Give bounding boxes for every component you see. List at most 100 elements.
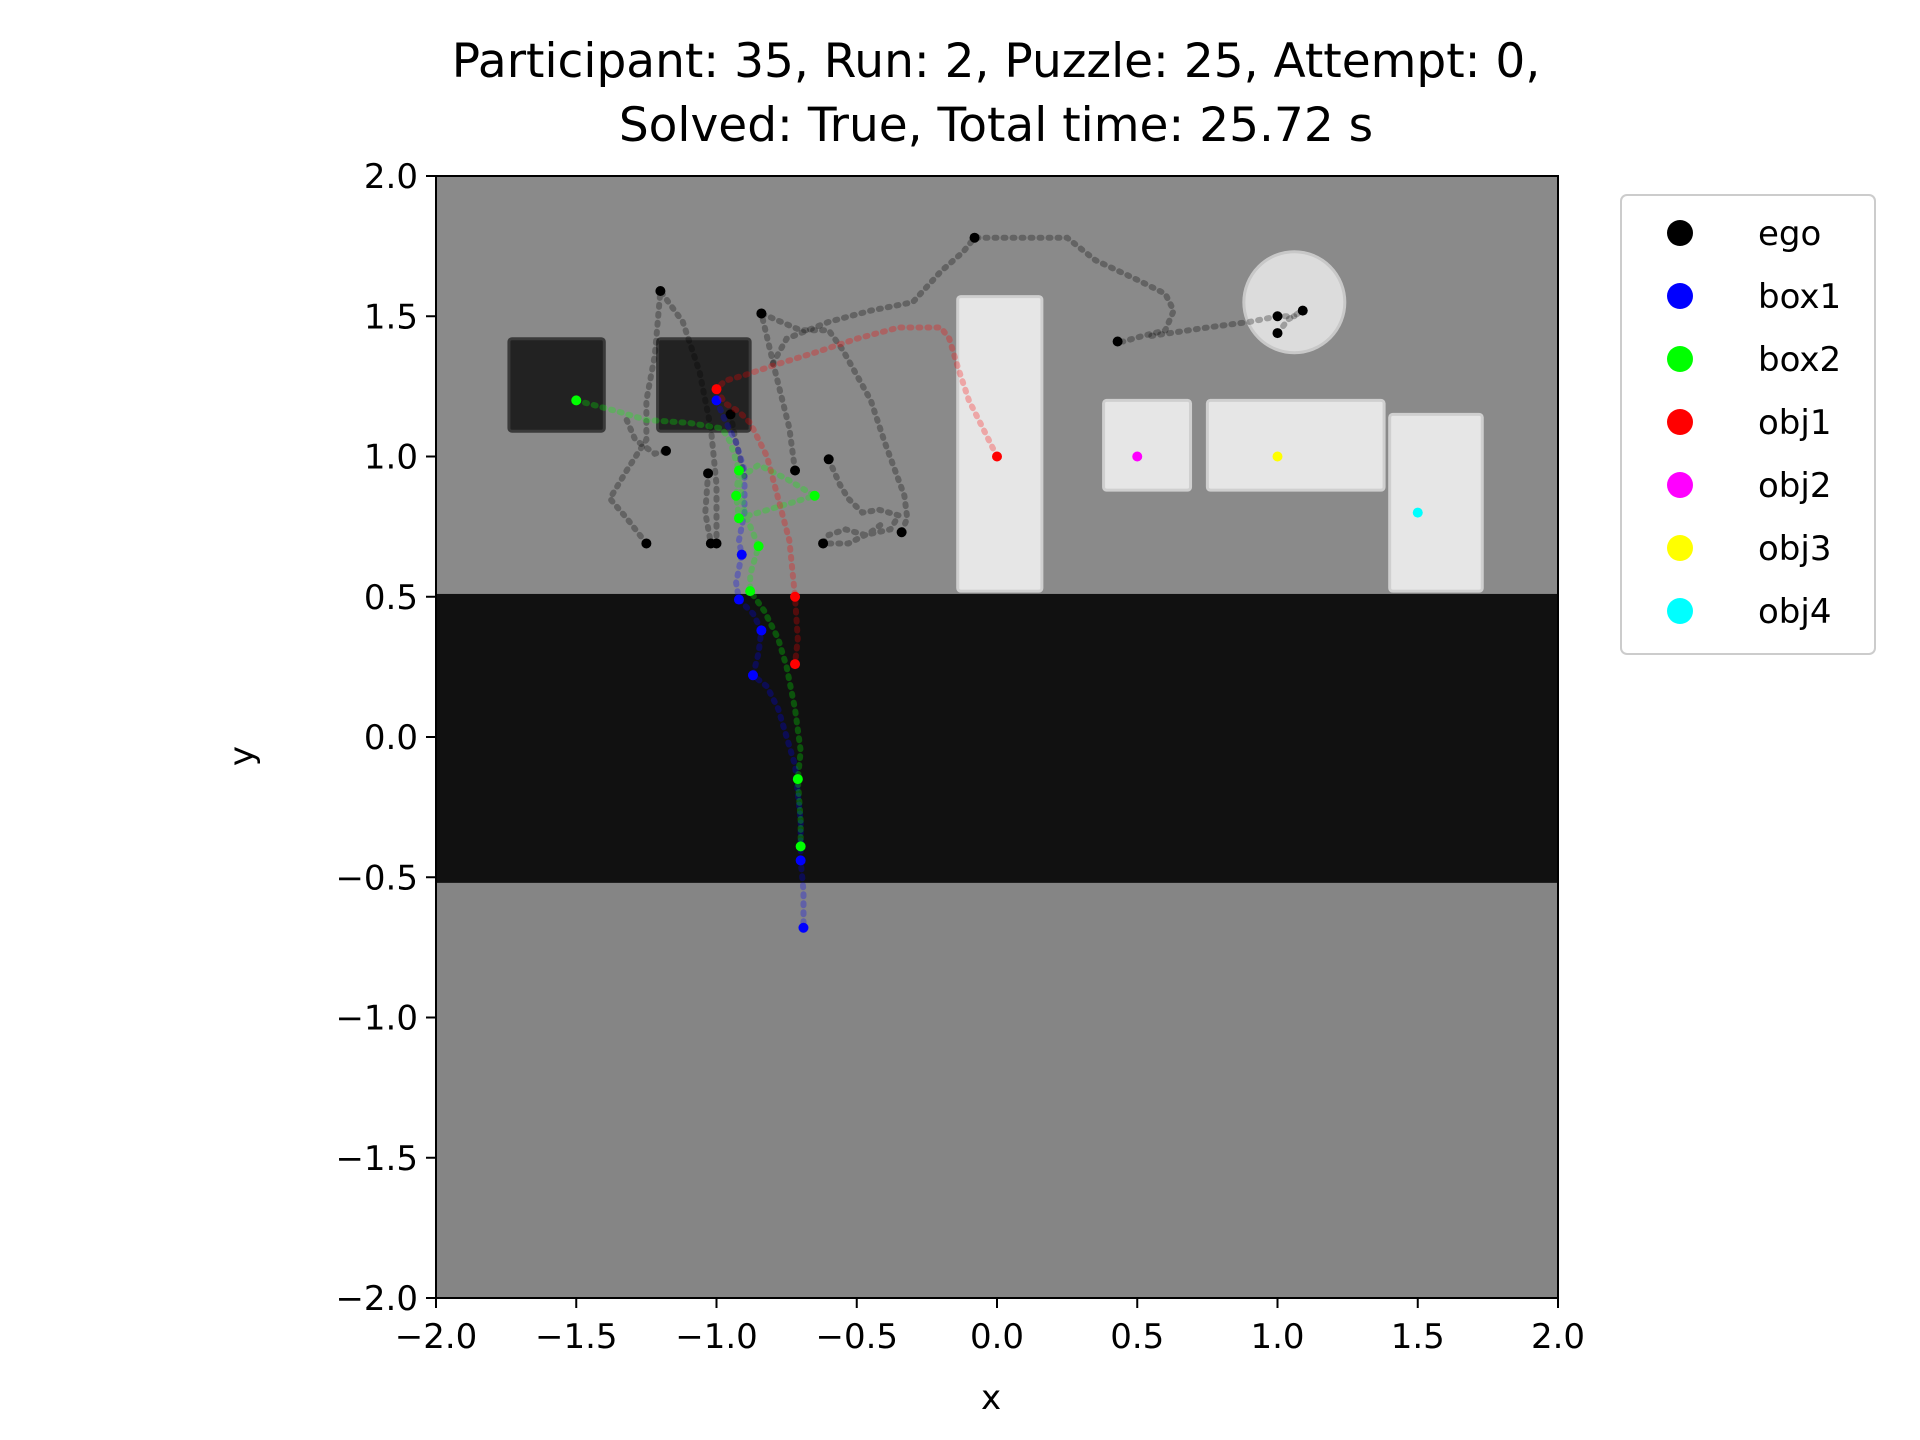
legend-marker-obj4 bbox=[1667, 598, 1693, 624]
y-tick-label: 2.0 bbox=[364, 157, 418, 197]
series-obj2 bbox=[1132, 451, 1143, 462]
x-tick-label: −1.5 bbox=[535, 1317, 618, 1357]
ego-point bbox=[703, 468, 714, 479]
box2-point bbox=[792, 774, 803, 785]
dark-block-2 bbox=[656, 337, 752, 433]
x-tick-label: 1.0 bbox=[1250, 1317, 1304, 1357]
box2-point bbox=[753, 541, 764, 552]
y-tick-label: −2.0 bbox=[335, 1279, 418, 1319]
series-obj3 bbox=[1272, 451, 1283, 462]
legend-label-obj3: obj3 bbox=[1758, 529, 1831, 569]
axis-ticks: −2.0 −1.5 −1.0 −0.5 0.0 0.5 1.0 1.5 2.0 2.0 1.5 1.0… bbox=[335, 157, 1585, 1357]
light-block-2 bbox=[1102, 398, 1193, 492]
dark-block-1 bbox=[507, 337, 606, 433]
box2-trajectory bbox=[573, 397, 823, 850]
legend-label-box1: box1 bbox=[1758, 277, 1841, 317]
legend-marker-box2 bbox=[1667, 346, 1693, 372]
ego-point bbox=[790, 465, 801, 476]
legend-label-obj2: obj2 bbox=[1758, 466, 1831, 506]
light-block-1 bbox=[956, 295, 1044, 593]
ego-trajectory bbox=[727, 411, 748, 480]
scene-background bbox=[436, 176, 1558, 1298]
x-tick-label: −1.0 bbox=[675, 1317, 758, 1357]
y-tick-label: −0.5 bbox=[335, 858, 418, 898]
series-box1 bbox=[711, 395, 809, 933]
ego-trajectory bbox=[623, 417, 669, 457]
disc-object bbox=[1242, 250, 1347, 355]
box2-point bbox=[795, 841, 806, 852]
series-box2 bbox=[571, 395, 823, 852]
x-tick-label: 2.0 bbox=[1531, 1317, 1585, 1357]
obj1-point bbox=[790, 659, 801, 670]
x-tick-label: 0.0 bbox=[970, 1317, 1024, 1357]
ego-trajectory bbox=[1274, 307, 1306, 337]
series-obj1 bbox=[711, 324, 1002, 670]
obj1-trajectory bbox=[712, 324, 1000, 668]
obj4-point bbox=[1412, 507, 1423, 518]
trajectory-layer bbox=[571, 232, 1423, 933]
box1-point bbox=[795, 855, 806, 866]
x-tick-label: 1.5 bbox=[1391, 1317, 1445, 1357]
legend-marker-obj2 bbox=[1667, 472, 1693, 498]
ego-point bbox=[705, 538, 716, 549]
legend-label-ego: ego bbox=[1758, 214, 1821, 254]
ego-point bbox=[818, 538, 829, 549]
legend-marker-box1 bbox=[1667, 283, 1693, 309]
obj1-point bbox=[992, 451, 1002, 462]
box2-point bbox=[745, 586, 756, 597]
ego-trajectory bbox=[757, 308, 911, 536]
y-tick-label: 0.5 bbox=[364, 578, 418, 618]
box2-point bbox=[733, 513, 744, 524]
y-tick-label: 1.5 bbox=[364, 297, 418, 337]
chart-title-line-1: Participant: 35, Run: 2, Puzzle: 25, Att… bbox=[451, 34, 1541, 89]
y-tick-label: 0.0 bbox=[364, 718, 418, 758]
ego-point bbox=[896, 527, 907, 538]
light-block-4 bbox=[1388, 412, 1484, 593]
ego-point bbox=[1272, 328, 1283, 339]
obj1-point bbox=[711, 384, 722, 395]
legend-marker-obj1 bbox=[1667, 409, 1693, 435]
box1-point bbox=[733, 594, 744, 605]
legend-label-box2: box2 bbox=[1758, 340, 1841, 380]
box1-point bbox=[756, 625, 767, 636]
obj2-point bbox=[1132, 451, 1143, 462]
x-tick-label: −0.5 bbox=[815, 1317, 898, 1357]
ego-point bbox=[725, 409, 736, 420]
legend-marker-obj3 bbox=[1667, 535, 1693, 561]
series-obj4 bbox=[1412, 507, 1423, 518]
ego-trajectory bbox=[1148, 313, 1298, 339]
box1-point bbox=[711, 395, 722, 406]
ego-point bbox=[823, 454, 834, 465]
ego-trajectory bbox=[702, 470, 714, 547]
x-tick-label: 0.5 bbox=[1110, 1317, 1164, 1357]
ego-point bbox=[661, 445, 672, 456]
ego-trajectory bbox=[769, 234, 1178, 367]
box1-point bbox=[798, 922, 809, 933]
legend-label-obj1: obj1 bbox=[1758, 403, 1831, 443]
ego-point bbox=[756, 308, 767, 319]
x-axis-label: x bbox=[981, 1378, 1002, 1418]
x-tick-label: −2.0 bbox=[395, 1317, 478, 1357]
y-tick-label: −1.5 bbox=[335, 1139, 418, 1179]
box1-point bbox=[736, 549, 747, 560]
box1-point bbox=[747, 670, 758, 681]
ego-point bbox=[969, 232, 980, 243]
ego-point bbox=[641, 538, 652, 549]
light-block-3 bbox=[1205, 398, 1386, 492]
series-ego bbox=[606, 232, 1308, 549]
obj3-point bbox=[1272, 451, 1283, 462]
y-tick-label: 1.0 bbox=[364, 438, 418, 478]
dark-band bbox=[436, 593, 1558, 883]
legend-label-obj4: obj4 bbox=[1758, 592, 1831, 632]
ego-point bbox=[655, 286, 666, 297]
box2-point bbox=[809, 490, 820, 501]
ego-point bbox=[1272, 311, 1283, 322]
box2-point bbox=[733, 465, 744, 476]
legend-frame bbox=[1620, 194, 1876, 655]
y-axis-label: y bbox=[222, 745, 263, 767]
chart-title-line-2: Solved: True, Total time: 25.72 s bbox=[618, 98, 1374, 153]
ego-point bbox=[1112, 336, 1123, 347]
y-tick-label: −1.0 bbox=[335, 999, 418, 1039]
